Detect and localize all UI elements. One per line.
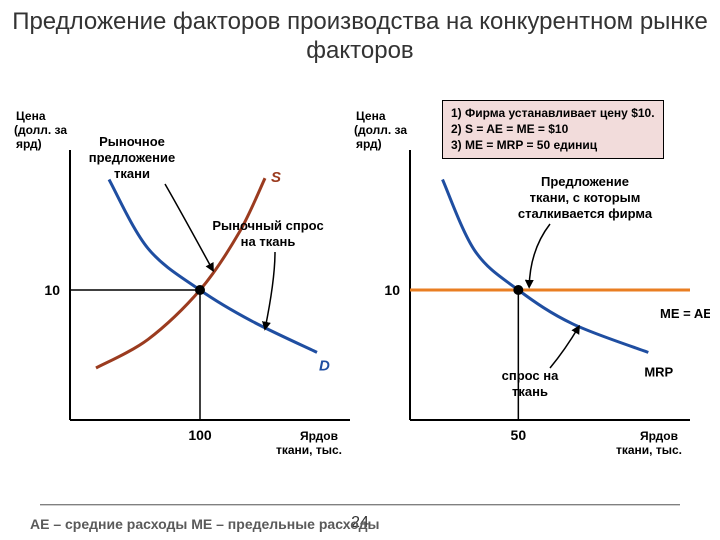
svg-text:D: D — [319, 357, 330, 374]
divider — [40, 504, 680, 506]
svg-text:(долл. за: (долл. за — [354, 123, 407, 137]
svg-text:спрос на: спрос на — [502, 368, 559, 383]
svg-text:ткань: ткань — [512, 384, 548, 399]
svg-text:(долл. за: (долл. за — [14, 123, 67, 137]
charts: 10100Цена(долл. заярд)Ярдовткани, тыс.SD… — [10, 100, 710, 470]
svg-text:ярд): ярд) — [356, 137, 382, 151]
svg-text:Цена: Цена — [356, 109, 386, 123]
svg-text:Предложение: Предложение — [541, 174, 629, 189]
svg-text:Ярдов: Ярдов — [300, 429, 338, 443]
svg-text:ткани, тыс.: ткани, тыс. — [276, 443, 342, 457]
svg-text:на ткань: на ткань — [241, 234, 296, 249]
svg-text:Рыночный спрос: Рыночный спрос — [212, 218, 323, 233]
svg-text:ткани, с которым: ткани, с которым — [530, 190, 641, 205]
svg-text:10: 10 — [44, 282, 60, 298]
svg-text:ткани, тыс.: ткани, тыс. — [616, 443, 682, 457]
footnote: AE – средние расходы ME – предельные рас… — [30, 516, 379, 532]
slide-title: Предложение факторов производства на кон… — [0, 8, 720, 66]
svg-text:10: 10 — [384, 282, 400, 298]
svg-text:сталкивается фирма: сталкивается фирма — [518, 206, 653, 221]
svg-text:ярд): ярд) — [16, 137, 42, 151]
svg-text:S: S — [271, 169, 281, 186]
svg-text:100: 100 — [188, 427, 212, 443]
svg-text:предложение: предложение — [89, 150, 175, 165]
svg-text:MRP: MRP — [644, 364, 673, 379]
svg-text:Ярдов: Ярдов — [640, 429, 678, 443]
svg-text:50: 50 — [511, 427, 527, 443]
svg-text:ME = AE: ME = AE — [660, 306, 710, 321]
svg-text:Рыночное: Рыночное — [99, 134, 165, 149]
svg-text:ткани: ткани — [114, 166, 150, 181]
svg-text:Цена: Цена — [16, 109, 46, 123]
